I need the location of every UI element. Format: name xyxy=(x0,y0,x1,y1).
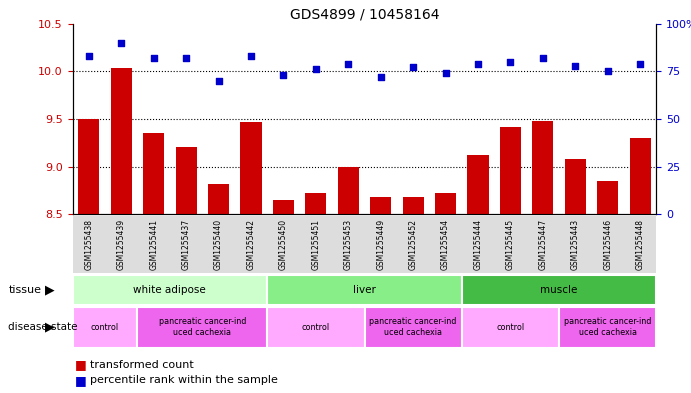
Text: GSM1255454: GSM1255454 xyxy=(441,219,450,270)
Text: GSM1255448: GSM1255448 xyxy=(636,219,645,270)
Bar xyxy=(111,68,132,214)
Bar xyxy=(468,155,489,214)
Point xyxy=(375,74,386,80)
Point xyxy=(83,53,94,59)
Text: GSM1255450: GSM1255450 xyxy=(279,219,288,270)
Bar xyxy=(73,307,138,348)
Point xyxy=(245,53,256,59)
Bar xyxy=(403,197,424,214)
Bar xyxy=(435,193,456,214)
Point xyxy=(213,78,224,84)
Bar xyxy=(532,121,553,214)
Title: GDS4899 / 10458164: GDS4899 / 10458164 xyxy=(290,7,439,21)
Text: GSM1255442: GSM1255442 xyxy=(247,219,256,270)
Text: GSM1255437: GSM1255437 xyxy=(182,219,191,270)
Bar xyxy=(500,127,521,214)
Text: GSM1255446: GSM1255446 xyxy=(603,219,612,270)
Bar xyxy=(305,193,326,214)
Point xyxy=(278,72,289,78)
Bar xyxy=(240,122,261,214)
Point xyxy=(505,59,516,65)
Text: GSM1255438: GSM1255438 xyxy=(84,219,93,270)
Text: GSM1255445: GSM1255445 xyxy=(506,219,515,270)
Bar xyxy=(267,307,365,348)
Point xyxy=(538,55,549,61)
Text: control: control xyxy=(496,323,524,332)
Text: tissue: tissue xyxy=(8,285,41,295)
Bar xyxy=(597,181,618,214)
Text: control: control xyxy=(91,323,119,332)
Text: transformed count: transformed count xyxy=(90,360,193,370)
Text: GSM1255449: GSM1255449 xyxy=(376,219,385,270)
Bar xyxy=(143,133,164,214)
Text: percentile rank within the sample: percentile rank within the sample xyxy=(90,375,278,386)
Text: GSM1255439: GSM1255439 xyxy=(117,219,126,270)
Text: GSM1255453: GSM1255453 xyxy=(344,219,353,270)
Text: GSM1255452: GSM1255452 xyxy=(408,219,417,270)
Point xyxy=(148,55,159,61)
Text: pancreatic cancer-ind
uced cachexia: pancreatic cancer-ind uced cachexia xyxy=(564,318,652,337)
Bar xyxy=(338,167,359,214)
Text: liver: liver xyxy=(353,285,376,295)
Bar xyxy=(370,197,391,214)
Bar xyxy=(138,307,267,348)
Text: control: control xyxy=(302,323,330,332)
Text: GSM1255441: GSM1255441 xyxy=(149,219,158,270)
Text: pancreatic cancer-ind
uced cachexia: pancreatic cancer-ind uced cachexia xyxy=(370,318,457,337)
Text: muscle: muscle xyxy=(540,285,578,295)
Point xyxy=(440,70,451,76)
Text: ■: ■ xyxy=(75,374,86,387)
Point xyxy=(343,61,354,67)
Point xyxy=(310,66,321,72)
Bar xyxy=(462,307,559,348)
Text: white adipose: white adipose xyxy=(133,285,206,295)
Text: GSM1255451: GSM1255451 xyxy=(312,219,321,270)
Bar xyxy=(78,119,100,214)
Text: GSM1255443: GSM1255443 xyxy=(571,219,580,270)
Text: pancreatic cancer-ind
uced cachexia: pancreatic cancer-ind uced cachexia xyxy=(159,318,246,337)
Bar xyxy=(630,138,651,214)
Bar xyxy=(208,184,229,214)
Bar xyxy=(73,275,267,305)
Text: ▶: ▶ xyxy=(45,283,55,297)
Bar xyxy=(559,307,656,348)
Point xyxy=(635,61,646,67)
Text: ■: ■ xyxy=(75,358,86,371)
Bar xyxy=(273,200,294,214)
Bar xyxy=(176,147,197,214)
Point xyxy=(570,62,581,69)
Bar xyxy=(267,275,462,305)
Text: GSM1255444: GSM1255444 xyxy=(473,219,482,270)
Point xyxy=(603,68,614,74)
Point xyxy=(115,40,126,46)
Bar xyxy=(565,159,586,214)
Text: disease state: disease state xyxy=(8,322,78,332)
Text: ▶: ▶ xyxy=(45,320,55,334)
Point xyxy=(180,55,191,61)
Text: GSM1255440: GSM1255440 xyxy=(214,219,223,270)
Bar xyxy=(462,275,656,305)
Text: GSM1255447: GSM1255447 xyxy=(538,219,547,270)
Point xyxy=(473,61,484,67)
Bar xyxy=(365,307,462,348)
Point xyxy=(408,64,419,71)
